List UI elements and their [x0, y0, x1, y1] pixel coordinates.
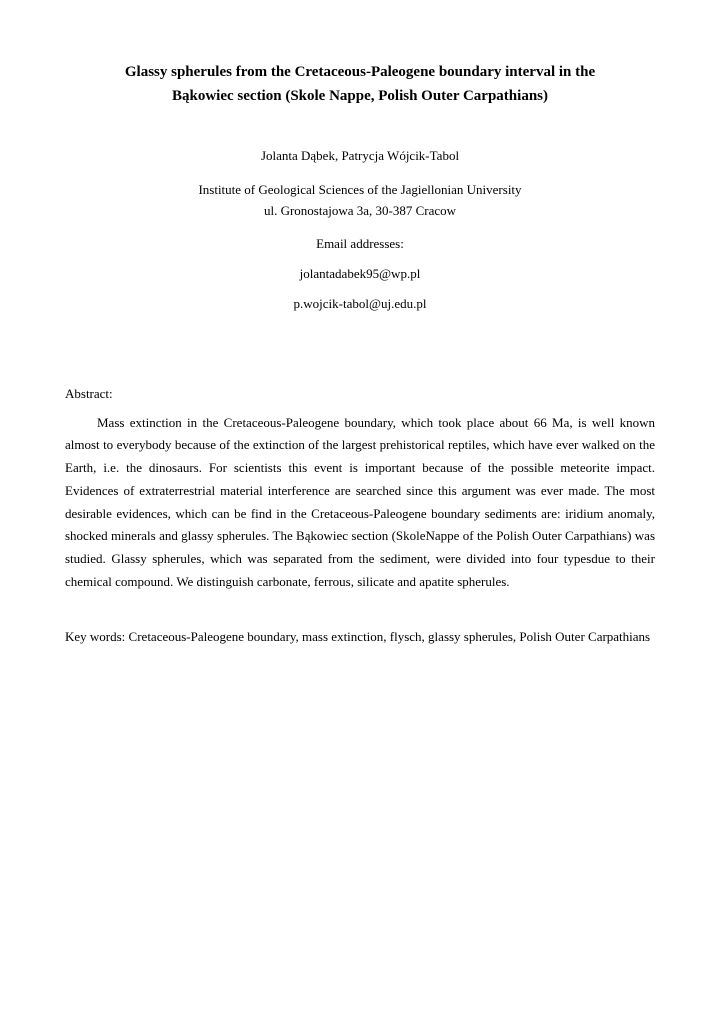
- paper-title: Glassy spherules from the Cretaceous-Pal…: [65, 60, 655, 108]
- keywords: Key words: Cretaceous-Paleogene boundary…: [65, 626, 655, 649]
- email-1: jolantadabek95@wp.pl: [65, 266, 655, 282]
- abstract-body: Mass extinction in the Cretaceous-Paleog…: [65, 412, 655, 594]
- spacer: [65, 326, 655, 386]
- abstract-label: Abstract:: [65, 386, 655, 402]
- affiliation-line-2: ul. Gronostajowa 3a, 30-387 Cracow: [264, 203, 456, 218]
- authors: Jolanta Dąbek, Patrycja Wójcik-Tabol: [65, 148, 655, 164]
- email-2: p.wojcik-tabol@uj.edu.pl: [65, 296, 655, 312]
- affiliation: Institute of Geological Sciences of the …: [65, 180, 655, 222]
- title-line-1: Glassy spherules from the Cretaceous-Pal…: [125, 64, 595, 80]
- email-header: Email addresses:: [65, 236, 655, 252]
- affiliation-line-1: Institute of Geological Sciences of the …: [198, 182, 521, 197]
- title-line-2: Bąkowiec section (Skole Nappe, Polish Ou…: [172, 88, 548, 104]
